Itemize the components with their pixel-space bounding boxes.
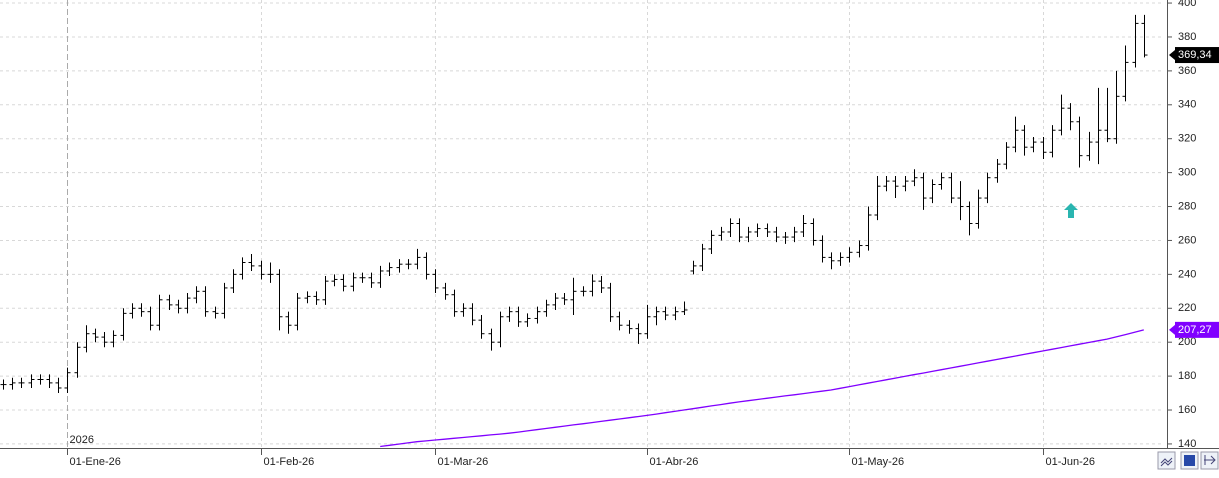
- last-value-label: 369,34: [1178, 49, 1212, 61]
- x-tick-label: 01-Abr-26: [650, 456, 699, 468]
- y-tick-label: 180: [1178, 370, 1196, 382]
- y-tick-label: 280: [1178, 200, 1196, 212]
- y-tick-label: 380: [1178, 31, 1196, 43]
- x-tick-label: 01-Mar-26: [438, 456, 489, 468]
- x-tick-label: 01-Ene-26: [70, 456, 121, 468]
- y-tick-label: 200: [1178, 336, 1196, 348]
- x-tick-label: 01-Feb-26: [264, 456, 315, 468]
- x-tick-label: 01-May-26: [852, 456, 905, 468]
- y-tick-label: 360: [1178, 65, 1196, 77]
- y-tick-label: 260: [1178, 234, 1196, 246]
- x-tick-label: 01-Jun-26: [1046, 456, 1096, 468]
- y-tick-label: 240: [1178, 268, 1196, 280]
- y-tick-label: 400: [1178, 0, 1196, 9]
- last-value-label: 207,27: [1178, 324, 1212, 336]
- toolbar: [1158, 452, 1218, 469]
- y-tick-label: 140: [1178, 438, 1196, 450]
- y-tick-label: 300: [1178, 167, 1196, 179]
- y-tick-label: 220: [1178, 302, 1196, 314]
- y-tick-label: 320: [1178, 133, 1196, 145]
- year-annotation: 2026: [70, 434, 94, 446]
- y-tick-label: 160: [1178, 404, 1196, 416]
- save-icon: [1184, 455, 1195, 466]
- y-tick-label: 340: [1178, 99, 1196, 111]
